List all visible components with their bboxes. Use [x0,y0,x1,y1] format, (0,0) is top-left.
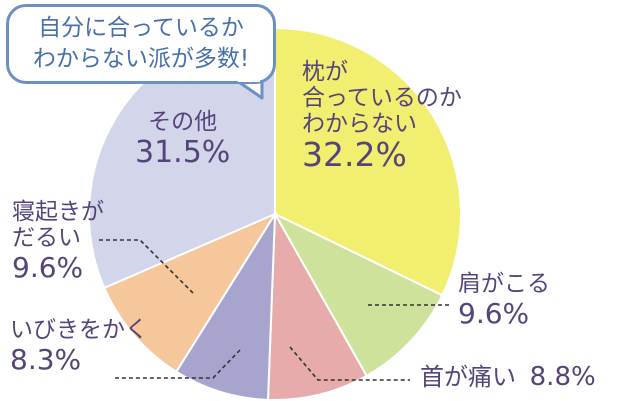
slice-label-stiff-shoulders: 肩がこる 9.6% [458,271,550,330]
slice-label-line: 首が痛い [420,363,516,391]
slice-label-line: 枕が [302,59,348,85]
slice-label-line: だるい [12,224,81,251]
slice-label-line: 肩がこる [458,271,550,297]
leader-line-3 [98,239,194,294]
pie-slice-2 [266,210,369,401]
slice-label-neck-pain: 首が痛い 8.8% [420,362,596,392]
slice-value: 9.6% [12,250,84,284]
slice-label-line: 合っているのか [302,84,462,111]
pie-slice-0 [274,26,462,297]
callout-line: 自分に合っているか [38,15,244,41]
pie-slice-4 [102,211,278,374]
callout-line: わからない派が多数! [32,46,250,73]
slice-label-snoring: いびきをかく 8.3% [10,317,148,376]
leader-line-2 [115,349,241,379]
slice-label-pillow-unsure: 枕が 合っているのか わからない 32.2% [302,59,462,175]
slice-value: 32.2% [302,135,407,175]
leader-line-1 [289,346,410,381]
callout-bubble: 自分に合っているか わからない派が多数! [6,4,276,84]
pie-slice-1 [272,211,444,378]
slice-label-tired-waking: 寝起きが だるい 9.6% [12,199,104,284]
slice-label-line: その他 [148,109,218,135]
slice-label-line: いびきをかく [10,317,148,343]
slice-label-line: 寝起きが [12,199,104,225]
slice-value: 8.3% [10,342,82,376]
slice-label-other: その他 31.5% [135,109,231,170]
pie-slice-3 [174,210,277,401]
slice-label-line: わからない [302,110,417,137]
slice-value: 8.8% [529,362,596,392]
slice-value: 31.5% [135,134,231,170]
slice-value: 9.6% [458,296,530,330]
